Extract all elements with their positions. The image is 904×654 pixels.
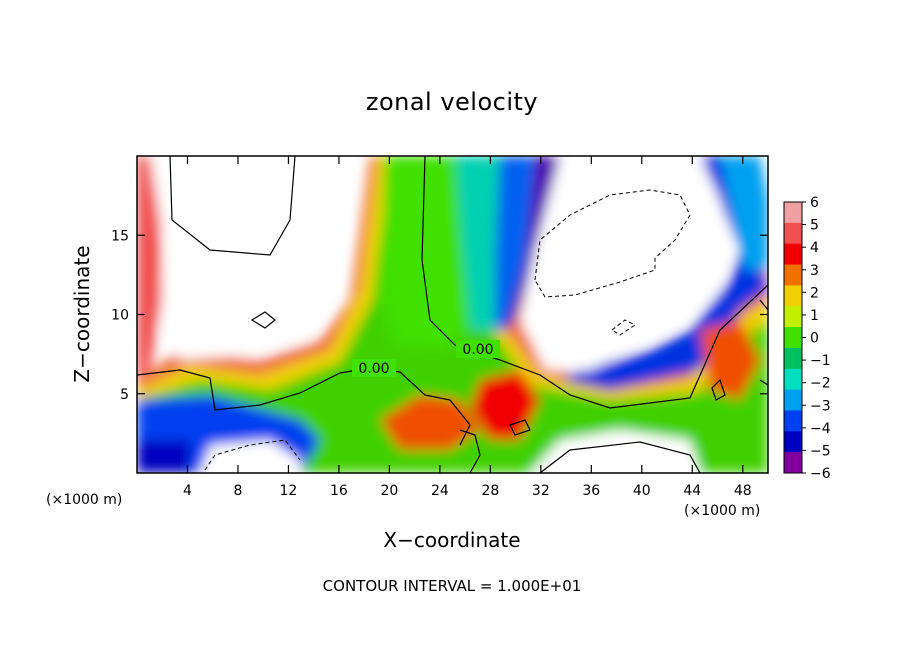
colorbar-swatch bbox=[784, 327, 802, 349]
contour-interval-note: CONTOUR INTERVAL = 1.000E+01 bbox=[322, 577, 582, 595]
colorbar-tick-label: −4 bbox=[810, 421, 831, 437]
colorbar-swatch bbox=[784, 222, 802, 245]
colorbar-swatch bbox=[784, 389, 802, 411]
y-axis-ticks: 5 10 15 bbox=[111, 228, 768, 403]
colorbar-swatch bbox=[784, 431, 802, 453]
colorbar-tick-label: 4 bbox=[810, 240, 819, 256]
y-tick-label: 5 bbox=[120, 387, 129, 403]
colorbar-tick-label: 2 bbox=[810, 285, 819, 301]
x-tick-label: 16 bbox=[330, 483, 348, 499]
y-tick-label: 10 bbox=[111, 308, 129, 324]
x-tick-label: 8 bbox=[233, 483, 242, 499]
colorbar-tick-label: 6 bbox=[810, 195, 819, 211]
colorbar-tick-label: −1 bbox=[810, 353, 831, 369]
x-unit-label-right: (×1000 m) bbox=[684, 503, 761, 519]
contour-value-labels: 0.00 0.00 bbox=[352, 340, 500, 377]
heatmap-field bbox=[137, 156, 768, 473]
x-axis-ticks: 4 8 12 16 20 24 28 32 36 40 44 48 bbox=[183, 156, 752, 499]
colorbar-tick-label: 1 bbox=[810, 308, 819, 324]
colorbar-swatch bbox=[784, 243, 802, 266]
colorbar-swatch bbox=[784, 410, 802, 432]
x-tick-label: 44 bbox=[683, 483, 701, 499]
colorbar-tick-label: −5 bbox=[810, 443, 831, 459]
contour-label: 0.00 bbox=[462, 342, 493, 358]
x-tick-label: 48 bbox=[734, 483, 752, 499]
y-tick-label: 15 bbox=[111, 228, 129, 244]
x-tick-label: 12 bbox=[280, 483, 298, 499]
colorbar-swatch bbox=[784, 368, 802, 391]
contour-lines bbox=[137, 156, 768, 473]
x-tick-label: 24 bbox=[431, 483, 449, 499]
colorbar-swatch bbox=[784, 306, 802, 328]
x-tick-label: 32 bbox=[532, 483, 550, 499]
negative-contour-lines bbox=[204, 189, 691, 471]
colorbar-swatch bbox=[784, 264, 802, 286]
colorbar-tick-label: 3 bbox=[810, 263, 819, 279]
x-tick-label: 20 bbox=[380, 483, 398, 499]
x-tick-label: 40 bbox=[633, 483, 651, 499]
contour-label: 0.00 bbox=[358, 361, 389, 377]
colorbar-swatch bbox=[784, 285, 802, 307]
colorbar: 6 5 4 3 2 1 0 −1 −2 −3 −4 −5 −6 bbox=[783, 195, 831, 482]
x-tick-label: 36 bbox=[582, 483, 600, 499]
x-tick-label: 28 bbox=[481, 483, 499, 499]
colorbar-swatch bbox=[784, 347, 802, 370]
colorbar-tick-label: −2 bbox=[810, 376, 831, 392]
colorbar-swatch bbox=[784, 202, 802, 224]
x-unit-label-left: (×1000 m) bbox=[46, 492, 123, 508]
colorbar-tick-label: 0 bbox=[810, 331, 819, 347]
colorbar-tick-label: −3 bbox=[810, 398, 831, 414]
colorbar-tick-label: 5 bbox=[810, 218, 819, 234]
colorbar-swatch bbox=[784, 452, 802, 474]
colorbar-tick-label: −6 bbox=[810, 466, 831, 482]
x-tick-label: 4 bbox=[183, 483, 192, 499]
chart-title: zonal velocity bbox=[365, 88, 539, 116]
x-axis-label: X−coordinate bbox=[383, 528, 521, 552]
